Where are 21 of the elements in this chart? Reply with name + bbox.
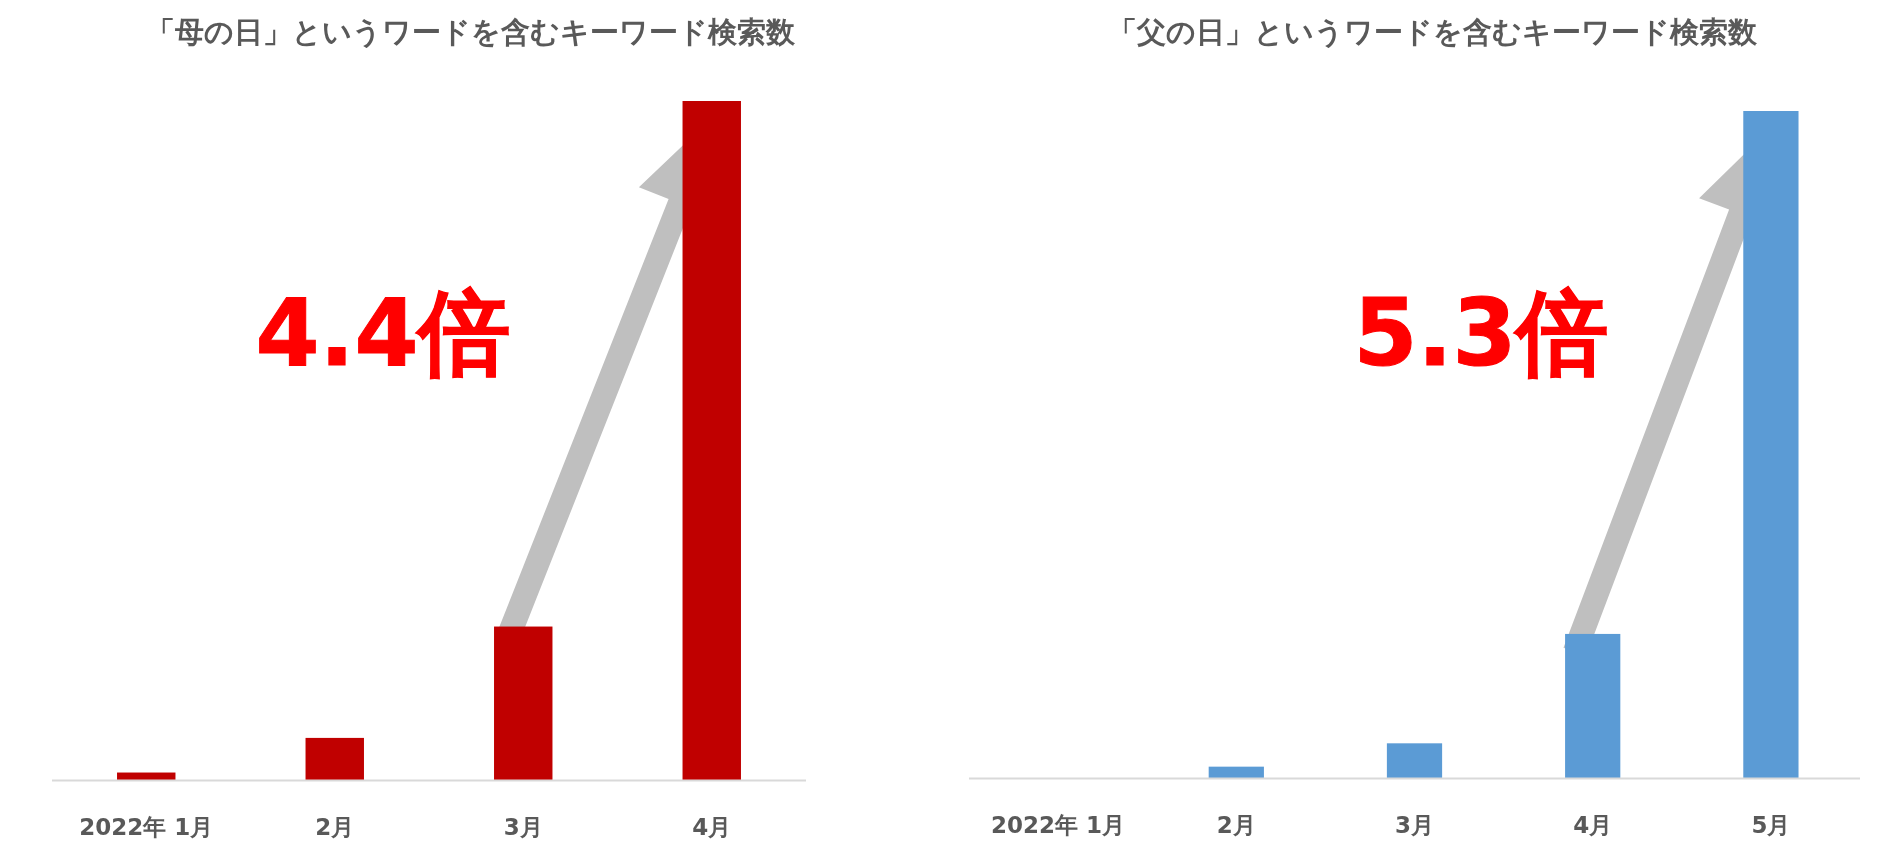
x-tick-label: 4月: [692, 814, 732, 840]
bar: [494, 626, 553, 780]
x-tick-label: 3月: [503, 814, 543, 840]
annotation: 5.3倍: [1353, 280, 1609, 387]
x-tick-label: 5月: [1751, 812, 1791, 838]
chart-title: 「母の日」というワードを含むキーワード検索数: [145, 15, 796, 49]
bar: [117, 772, 176, 780]
bar: [1208, 766, 1264, 778]
bar: [1743, 111, 1799, 778]
x-tick-label: 2月: [1216, 812, 1256, 838]
bar: [1386, 743, 1443, 778]
annotation: 4.4倍: [255, 280, 511, 387]
chart-title: 「父の日」というワードを含むキーワード検索数: [1107, 15, 1758, 49]
x-tick-label: 3月: [1394, 812, 1435, 838]
bar: [1565, 633, 1621, 778]
x-tick-label: 2022年 1月: [79, 814, 214, 840]
bar: [682, 101, 741, 780]
bar: [305, 737, 364, 780]
x-tick-label: 2月: [315, 814, 355, 840]
x-tick-label: 4月: [1573, 812, 1613, 838]
x-tick-label: 2022年 1月: [991, 812, 1126, 838]
